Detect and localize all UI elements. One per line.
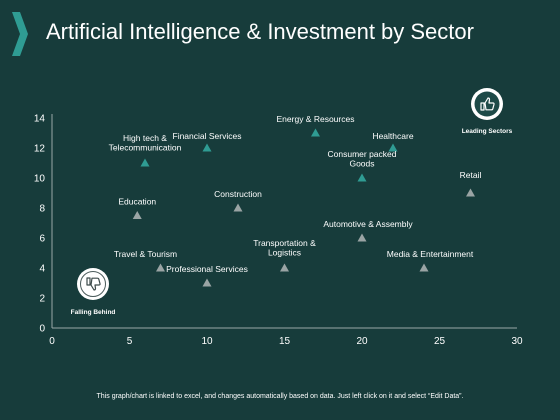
data-point-label: Professional Services [166,264,248,274]
y-tick-label: 10 [34,174,46,185]
data-point-marker [140,158,150,167]
badge-inner [80,271,106,297]
badge-inner [474,91,500,117]
falling-behind-label: Falling Behind [71,309,116,316]
data-point-marker [357,233,367,242]
y-tick-label: 6 [39,234,45,245]
data-point-label: Automotive & Assembly [323,219,413,229]
y-tick-label: 12 [34,144,46,155]
data-point-marker [156,263,165,272]
data-point-marker [202,143,212,152]
data-point-label: High tech & Telecommunication [109,133,182,153]
x-tick-label: 20 [356,336,368,347]
data-point-marker [132,211,142,219]
chevron-right-icon [12,12,28,56]
data-point-marker [202,278,212,287]
data-point-label: Education [118,197,156,207]
data-point-marker [233,203,243,212]
data-point-label: Consumer packed Goods [328,149,397,169]
x-tick-label: 10 [201,336,213,347]
x-tick-label: 30 [511,336,523,347]
thumbs-up-icon [480,97,495,111]
data-point-marker [466,188,475,197]
data-point-label: Healthcare [372,131,413,141]
y-tick-label: 8 [39,204,45,215]
data-point-marker [280,263,289,272]
data-point-marker [311,128,320,137]
data-point-label: Construction [214,189,262,199]
data-point-label: Retail [460,170,482,180]
x-tick-label: 0 [49,336,55,347]
slide-title: Artificial Intelligence & Investment by … [46,19,474,44]
footer-note: This graph/chart is linked to excel, and… [96,393,464,400]
y-tick-label: 0 [39,324,45,335]
data-point-label: Travel & Tourism [114,249,177,259]
data-point-label: Transportation & Logistics [253,238,316,258]
data-point-label: Financial Services [173,131,242,141]
y-tick-label: 4 [39,264,45,275]
data-point-marker [388,143,398,152]
leading-sectors-label: Leading Sectors [462,128,513,135]
thumbs-down-icon [86,277,101,291]
data-point-label: Energy & Resources [277,114,355,124]
x-tick-label: 15 [279,336,291,347]
y-tick-label: 2 [39,294,45,305]
data-point-label: Media & Entertainment [387,249,474,259]
data-point-marker [419,263,429,272]
x-tick-label: 5 [127,336,133,347]
y-tick-label: 14 [34,114,46,125]
data-point-marker [357,173,367,182]
x-tick-label: 25 [434,336,446,347]
